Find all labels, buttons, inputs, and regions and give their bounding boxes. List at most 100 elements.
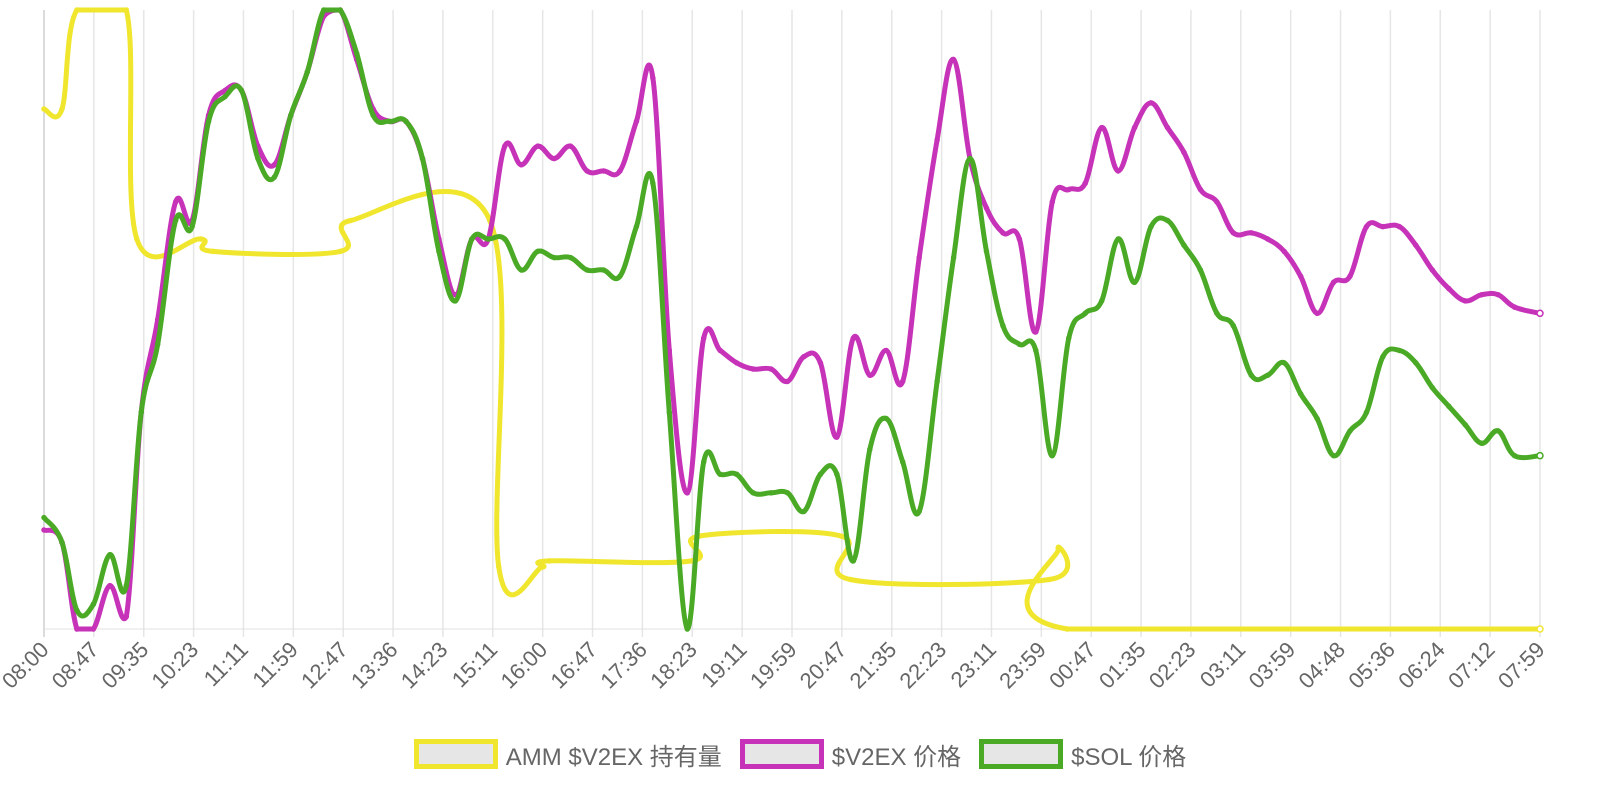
data-point[interactable]	[1230, 230, 1237, 236]
data-point[interactable]	[1049, 199, 1056, 205]
data-point[interactable]	[138, 409, 144, 416]
data-point[interactable]	[1478, 291, 1485, 298]
data-point[interactable]	[347, 217, 354, 224]
data-point[interactable]	[684, 490, 691, 496]
data-point[interactable]	[1445, 285, 1452, 292]
data-point[interactable]	[916, 254, 922, 261]
data-point[interactable]	[838, 533, 845, 539]
data-point[interactable]	[834, 471, 840, 477]
data-point[interactable]	[1098, 124, 1105, 131]
data-point[interactable]	[123, 7, 130, 13]
data-point[interactable]	[41, 514, 47, 521]
data-point[interactable]	[600, 168, 607, 174]
data-point[interactable]	[1380, 223, 1386, 230]
data-point[interactable]	[469, 236, 475, 242]
data-point[interactable]	[534, 248, 541, 255]
data-point[interactable]	[633, 118, 640, 125]
data-point[interactable]	[1148, 223, 1154, 230]
data-point[interactable]	[222, 87, 228, 94]
data-point[interactable]	[847, 576, 854, 583]
data-point[interactable]	[1049, 452, 1056, 459]
data-point[interactable]	[1495, 291, 1501, 298]
data-point[interactable]	[1115, 168, 1121, 174]
data-point[interactable]	[123, 582, 130, 589]
data-point[interactable]	[1230, 322, 1237, 329]
data-point[interactable]	[74, 607, 80, 614]
data-point[interactable]	[74, 626, 80, 632]
data-point[interactable]	[1429, 267, 1436, 273]
data-point[interactable]	[255, 155, 261, 162]
data-point[interactable]	[867, 372, 873, 378]
data-point[interactable]	[238, 87, 245, 94]
data-point[interactable]	[1536, 451, 1544, 460]
data-point[interactable]	[1396, 223, 1403, 230]
data-point[interactable]	[950, 254, 957, 261]
data-point[interactable]	[700, 335, 707, 341]
data-point[interactable]	[717, 347, 723, 354]
data-point[interactable]	[1115, 236, 1121, 242]
data-point[interactable]	[210, 248, 216, 255]
data-point[interactable]	[1297, 273, 1304, 279]
data-point[interactable]	[1055, 545, 1062, 552]
data-point[interactable]	[1016, 341, 1023, 348]
data-point[interactable]	[1098, 298, 1105, 304]
data-point[interactable]	[1462, 421, 1468, 428]
data-point[interactable]	[684, 626, 691, 632]
data-point[interactable]	[899, 378, 906, 385]
data-point[interactable]	[784, 378, 791, 385]
data-point[interactable]	[74, 7, 80, 13]
data-point[interactable]	[584, 267, 590, 273]
data-point[interactable]	[1478, 440, 1485, 447]
data-point[interactable]	[271, 162, 278, 168]
data-point[interactable]	[1347, 273, 1353, 279]
data-point[interactable]	[222, 93, 228, 100]
data-point[interactable]	[1511, 304, 1518, 310]
data-point[interactable]	[750, 366, 756, 372]
data-point[interactable]	[198, 236, 204, 242]
data-point[interactable]	[1264, 236, 1271, 242]
data-point[interactable]	[502, 236, 508, 242]
data-point[interactable]	[353, 50, 360, 57]
data-point[interactable]	[617, 168, 623, 174]
data-point[interactable]	[1281, 248, 1287, 255]
data-point[interactable]	[1046, 576, 1053, 583]
data-point[interactable]	[850, 558, 857, 564]
data-point[interactable]	[733, 471, 740, 477]
data-point[interactable]	[1131, 124, 1138, 131]
data-point[interactable]	[1363, 409, 1370, 416]
data-point[interactable]	[617, 273, 623, 279]
data-point[interactable]	[666, 347, 673, 354]
legend-item-amm[interactable]: AMM $V2EX 持有量	[413, 737, 722, 772]
data-point[interactable]	[700, 459, 707, 465]
data-point[interactable]	[1066, 335, 1072, 341]
data-point[interactable]	[1033, 329, 1039, 335]
data-point[interactable]	[1248, 230, 1255, 236]
data-point[interactable]	[1131, 279, 1138, 286]
data-point[interactable]	[666, 409, 673, 416]
data-point[interactable]	[107, 551, 113, 558]
data-point[interactable]	[123, 613, 130, 620]
data-point[interactable]	[1064, 626, 1071, 632]
data-point[interactable]	[534, 143, 541, 149]
data-point[interactable]	[967, 155, 973, 162]
data-point[interactable]	[403, 118, 409, 125]
data-point[interactable]	[1248, 372, 1255, 378]
data-point[interactable]	[496, 564, 502, 570]
series-line-0[interactable]	[41, 7, 1543, 632]
data-point[interactable]	[650, 180, 656, 187]
data-point[interactable]	[1297, 391, 1304, 397]
data-point[interactable]	[205, 118, 212, 125]
data-point[interactable]	[1330, 279, 1337, 286]
data-point[interactable]	[386, 118, 393, 125]
data-point[interactable]	[288, 112, 294, 118]
data-point[interactable]	[271, 174, 278, 180]
data-point[interactable]	[1000, 230, 1006, 236]
data-point[interactable]	[1164, 217, 1171, 224]
data-point[interactable]	[172, 199, 179, 205]
data-point[interactable]	[41, 106, 47, 112]
data-point[interactable]	[518, 267, 524, 273]
data-point[interactable]	[1495, 428, 1501, 434]
data-point[interactable]	[768, 490, 774, 496]
data-point[interactable]	[1264, 372, 1271, 378]
data-point[interactable]	[1082, 180, 1088, 187]
